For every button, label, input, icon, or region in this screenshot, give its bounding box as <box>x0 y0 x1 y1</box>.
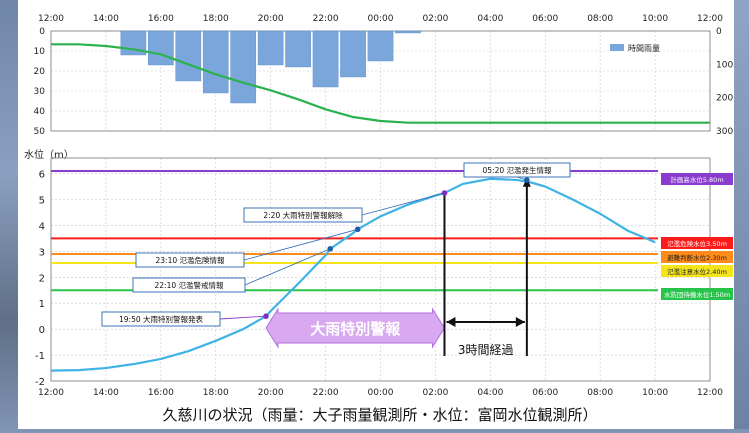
warning-period-label: 大雨特別警報 <box>310 320 401 338</box>
bottom-x-tick-label: 12:00 <box>38 388 64 398</box>
annotation-box <box>101 311 221 327</box>
annotation-label: 05:20 氾濫発生情報 <box>483 165 552 175</box>
elapsed-label: 3時間経過 <box>458 343 514 357</box>
annotation-box <box>132 277 246 293</box>
bottom-x-tick-label: 00:00 <box>368 388 394 398</box>
annotation-label: 2:20 大雨特別警報解除 <box>263 210 343 220</box>
cumulative-rain-line <box>51 43 710 124</box>
rain-bar <box>230 30 257 104</box>
bottom-x-tick-label: 06:00 <box>532 388 558 398</box>
top-x-tick-label: 02:00 <box>422 14 448 24</box>
background-strip-right <box>734 0 749 429</box>
annotation-label: 19:50 大雨特別警報発表 <box>119 314 203 324</box>
background-photo-left <box>0 0 20 429</box>
threshold-label-box <box>661 251 733 263</box>
top-y-right-tick-label: 300 <box>716 127 733 137</box>
rain-bar <box>148 30 174 66</box>
annotation-box <box>135 252 245 268</box>
bottom-x-tick-label: 08:00 <box>587 388 613 398</box>
top-y-left-tick-label: 10 <box>34 47 46 57</box>
top-x-tick-label: 16:00 <box>148 14 174 24</box>
bottom-y-tick-label: -2 <box>35 377 45 388</box>
annotation-point <box>327 245 334 252</box>
rain-bar <box>395 30 421 34</box>
top-y-left-tick-label: 40 <box>34 107 46 117</box>
top-y-right-tick-label: 0 <box>716 27 722 37</box>
annotation-box <box>243 207 363 223</box>
top-x-tick-label: 00:00 <box>368 14 394 24</box>
annotation-point <box>524 177 530 183</box>
bottom-y-tick-label: 2 <box>39 273 45 284</box>
top-x-tick-label: 04:00 <box>477 14 503 24</box>
threshold-label-box <box>661 288 733 300</box>
threshold-label-box <box>661 265 733 277</box>
annotation-leader <box>243 228 358 261</box>
threshold-label: 水防団待機水位1.50m <box>664 290 730 299</box>
water-level-line <box>50 177 656 372</box>
bottom-x-tick-label: 22:00 <box>313 388 339 398</box>
chart-caption: 久慈川の状況（雨量：大子雨量観測所・水位：富岡水位観測所） <box>162 406 598 424</box>
annotation-leader <box>219 315 267 320</box>
elapsed-right-arrowhead <box>515 317 525 327</box>
threshold-label-box <box>661 173 733 185</box>
top-x-tick-label: 12:00 <box>38 14 64 24</box>
bottom-y-tick-label: 4 <box>39 221 45 232</box>
bottom-y-tick-label: 3 <box>39 247 45 258</box>
top-y-left-tick-label: 20 <box>34 67 46 77</box>
top-x-tick-label: 18:00 <box>203 14 229 24</box>
rain-bar <box>340 30 366 78</box>
rain-legend-swatch <box>610 44 624 51</box>
bottom-x-tick-label: 18:00 <box>203 388 229 398</box>
bottom-x-tick-label: 12:00 <box>697 388 723 398</box>
elapsed-left-arrowhead <box>446 317 456 327</box>
y-axis-label: 水位（m） <box>24 148 74 161</box>
top-x-tick-label: 06:00 <box>532 14 558 24</box>
bottom-y-tick-label: 1 <box>39 299 45 310</box>
annotation-label: 22:10 氾濫警戒情報 <box>155 280 224 290</box>
rain-legend-label: 時間雨量 <box>628 44 660 53</box>
annotation-leader <box>361 192 445 216</box>
rain-bar <box>202 30 229 94</box>
top-y-right-tick-label: 200 <box>716 94 733 104</box>
top-y-right-tick-label: 100 <box>716 60 733 70</box>
chart-svg: 12:00 14:00 16:00 18:00 20:00 22:00 00:00 02:00… <box>24 14 733 398</box>
bottom-y-tick-label: 0 <box>39 325 45 336</box>
annotation-point <box>263 313 269 319</box>
annotation-point <box>354 226 361 233</box>
threshold-label: 氾濫注意水位2.40m <box>667 267 727 276</box>
bottom-x-tick-label: 02:00 <box>422 388 448 398</box>
rain-bar <box>175 30 202 82</box>
threshold-label: 計画高水位5.80m <box>670 175 723 184</box>
bottom-y-tick-label: 6 <box>39 170 45 181</box>
top-x-tick-label: 14:00 <box>93 14 119 24</box>
top-y-left-tick-label: 30 <box>34 87 46 97</box>
threshold-label-box <box>661 237 733 249</box>
chart-panel: 12:00 14:00 16:00 18:00 20:00 22:00 00:00 02:00… <box>18 0 734 429</box>
rain-bar <box>367 30 394 62</box>
annotation-point <box>441 190 448 196</box>
top-x-tick-label: 22:00 <box>313 14 339 24</box>
annotation-label: 23:10 氾濫危険情報 <box>156 255 225 265</box>
rain-bar <box>312 30 339 88</box>
bottom-x-tick-label: 16:00 <box>148 388 174 398</box>
bottom-x-tick-label: 20:00 <box>258 388 284 398</box>
top-x-tick-label: 20:00 <box>258 14 284 24</box>
top-x-tick-label: 10:00 <box>642 14 668 24</box>
bottom-y-tick-label: -1 <box>35 351 45 362</box>
top-x-tick-label: 12:00 <box>697 14 723 24</box>
threshold-label: 避難判断水位2.30m <box>667 253 727 262</box>
annotation-box <box>463 162 571 178</box>
top-y-left-tick-label: 50 <box>34 127 46 137</box>
bottom-x-tick-label: 04:00 <box>477 388 503 398</box>
annotation-leader <box>244 248 331 286</box>
top-y-left-tick-label: 0 <box>39 27 45 37</box>
rain-bar <box>285 30 311 68</box>
threshold-label: 氾濫危険水位3.50m <box>667 239 727 248</box>
bottom-x-tick-label: 14:00 <box>93 388 119 398</box>
top-x-tick-label: 08:00 <box>587 14 613 24</box>
bottom-y-tick-label: 5 <box>39 195 45 206</box>
bottom-x-tick-label: 10:00 <box>642 388 668 398</box>
rain-bar <box>257 30 284 66</box>
